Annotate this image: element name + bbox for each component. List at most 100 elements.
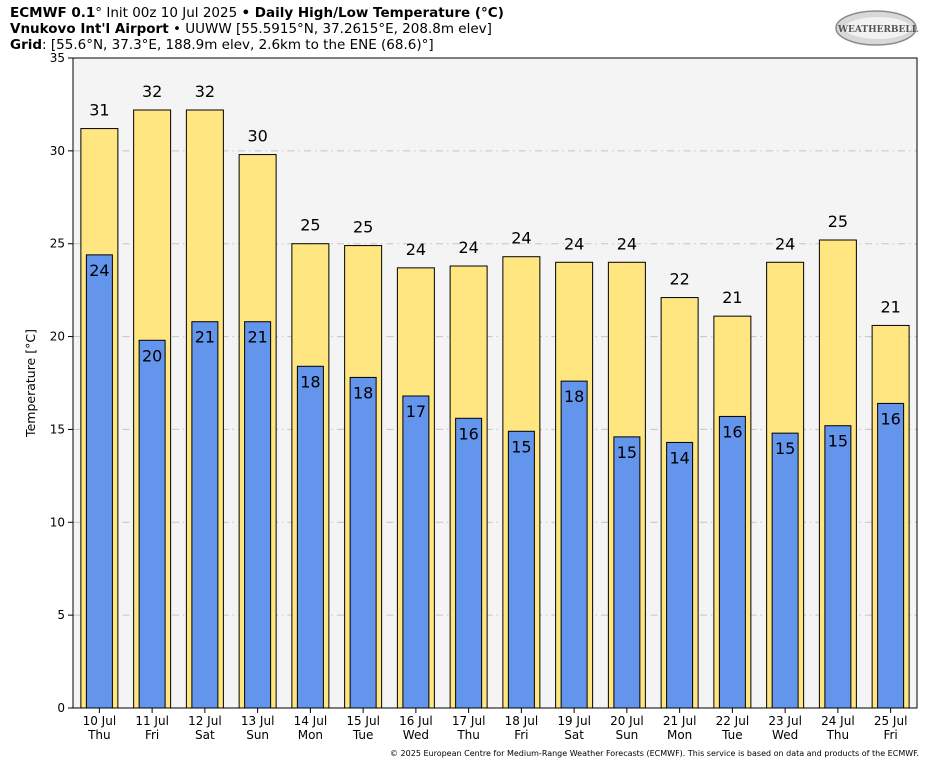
y-tick-label: 35	[50, 51, 65, 65]
chart-title-line-1: ECMWF 0.1° Init 00z 10 Jul 2025 • Daily …	[10, 5, 504, 22]
x-tick-label-weekday: Sat	[195, 728, 215, 742]
station-name: Vnukovo Int'l Airport	[10, 21, 169, 37]
low-bar	[718, 415, 746, 709]
x-tick-label-date: 20 Jul	[610, 714, 644, 728]
y-axis-label: Temperature [°C]	[23, 329, 38, 438]
low-bar	[296, 365, 324, 709]
low-value-label: 15	[617, 443, 637, 462]
low-bar	[191, 321, 219, 709]
x-tick-label-weekday: Tue	[352, 728, 374, 742]
x-tick-label-weekday: Sun	[246, 728, 269, 742]
low-bar	[402, 395, 430, 709]
low-value-label: 18	[564, 387, 584, 406]
low-value-label: 17	[406, 402, 426, 421]
x-tick-label-weekday: Sat	[564, 728, 584, 742]
x-tick-label-date: 12 Jul	[188, 714, 222, 728]
x-tick-label-date: 14 Jul	[294, 714, 328, 728]
y-tick-label: 15	[50, 422, 65, 436]
x-tick-label-weekday: Tue	[721, 728, 743, 742]
y-tick-label: 5	[57, 608, 65, 622]
low-bar	[771, 432, 799, 709]
high-value-label: 21	[880, 297, 900, 316]
x-tick-label-weekday: Fri	[514, 728, 528, 742]
low-value-label: 16	[722, 422, 742, 441]
x-tick-label-weekday: Wed	[772, 728, 798, 742]
low-bar	[349, 376, 377, 709]
high-value-label: 25	[300, 216, 320, 235]
grid-label: Grid	[10, 37, 43, 53]
plot-frame	[72, 57, 918, 709]
product-name: Daily High/Low Temperature (°C)	[250, 5, 504, 21]
low-value-label: 21	[195, 328, 215, 347]
low-bar	[85, 254, 113, 709]
x-tick-label-date: 11 Jul	[135, 714, 169, 728]
x-tick-label-date: 16 Jul	[399, 714, 433, 728]
low-bar	[877, 402, 905, 709]
high-value-label: 24	[617, 234, 637, 253]
x-tick-label-date: 17 Jul	[452, 714, 486, 728]
low-bar	[613, 436, 641, 709]
x-tick-label-date: 19 Jul	[557, 714, 591, 728]
x-tick-label-weekday: Thu	[456, 728, 480, 742]
y-tick-label: 0	[57, 701, 65, 715]
x-tick-label-date: 13 Jul	[241, 714, 275, 728]
low-value-label: 18	[353, 383, 373, 402]
low-value-label: 20	[142, 346, 162, 365]
low-value-label: 15	[775, 439, 795, 458]
x-tick-label-weekday: Sun	[615, 728, 638, 742]
high-value-label: 25	[828, 212, 848, 231]
y-tick-label: 30	[50, 144, 65, 158]
logo-text: WEATHERBELL	[837, 25, 919, 35]
low-bar	[560, 380, 588, 709]
x-tick-label-weekday: Fri	[145, 728, 159, 742]
low-bar	[138, 339, 166, 709]
chart-title-line-3: Grid: [55.6°N, 37.3°E, 188.9m elev, 2.6k…	[10, 37, 434, 54]
logo-swoosh-inner	[845, 17, 911, 39]
x-tick-label-date: 24 Jul	[821, 714, 855, 728]
init-time: ° Init 00z 10 Jul 2025	[95, 5, 242, 21]
x-tick-label-weekday: Thu	[826, 728, 850, 742]
high-value-label: 24	[511, 229, 531, 248]
x-tick-label-weekday: Wed	[403, 728, 429, 742]
low-bar	[507, 430, 535, 709]
x-tick-label-date: 25 Jul	[874, 714, 908, 728]
high-value-label: 25	[353, 218, 373, 237]
x-tick-label-date: 18 Jul	[505, 714, 539, 728]
low-value-label: 18	[300, 372, 320, 391]
low-value-label: 15	[828, 432, 848, 451]
grid-details: : [55.6°N, 37.3°E, 188.9m elev, 2.6km to…	[42, 37, 434, 53]
x-tick-label-date: 15 Jul	[346, 714, 380, 728]
high-value-label: 31	[89, 101, 109, 120]
x-tick-label-weekday: Fri	[883, 728, 897, 742]
chart-title-line-2: Vnukovo Int'l Airport • UUWW [55.5915°N,…	[10, 21, 492, 38]
x-tick-label-date: 22 Jul	[716, 714, 750, 728]
high-value-label: 32	[142, 82, 162, 101]
title-bullet: •	[241, 5, 251, 21]
x-tick-label-weekday: Mon	[667, 728, 692, 742]
high-value-label: 32	[195, 82, 215, 101]
y-tick-label: 10	[50, 515, 65, 529]
low-bar	[455, 417, 483, 709]
high-value-label: 21	[722, 288, 742, 307]
x-tick-label-weekday: Mon	[298, 728, 323, 742]
low-value-label: 24	[89, 261, 109, 280]
weatherbell-logo: WEATHERBELL	[835, 10, 919, 46]
low-value-label: 16	[458, 424, 478, 443]
low-value-label: 15	[511, 437, 531, 456]
low-bar	[824, 425, 852, 709]
model-name: ECMWF 0.1	[10, 5, 96, 21]
high-value-label: 24	[458, 238, 478, 257]
low-value-label: 14	[669, 448, 689, 467]
low-value-label: 16	[880, 409, 900, 428]
x-tick-label-date: 10 Jul	[83, 714, 117, 728]
high-value-label: 24	[775, 234, 795, 253]
station-details: • UUWW [55.5915°N, 37.2615°E, 208.8m ele…	[168, 21, 492, 37]
x-tick-label-weekday: Thu	[87, 728, 111, 742]
low-bar	[666, 441, 694, 709]
copyright-footer: © 2025 European Centre for Medium-Range …	[390, 749, 919, 758]
x-tick-label-date: 23 Jul	[768, 714, 802, 728]
high-value-label: 22	[669, 270, 689, 289]
x-tick-label-date: 21 Jul	[663, 714, 697, 728]
high-value-label: 24	[564, 234, 584, 253]
